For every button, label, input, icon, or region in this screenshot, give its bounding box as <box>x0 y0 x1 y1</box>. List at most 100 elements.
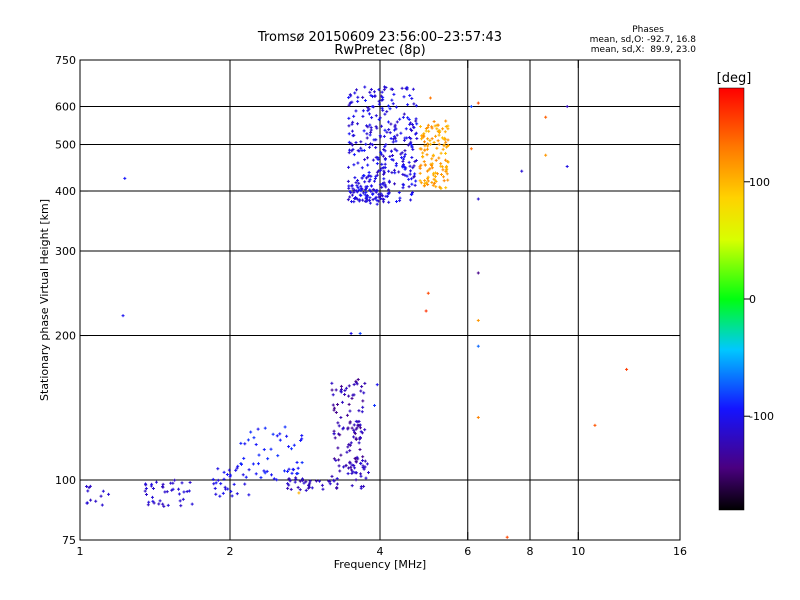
data-point <box>367 106 369 110</box>
data-point <box>399 196 401 200</box>
data-point <box>444 130 446 134</box>
data-point <box>340 387 342 391</box>
data-point <box>412 166 414 170</box>
data-point <box>434 178 436 182</box>
data-point <box>189 480 191 484</box>
data-point <box>359 423 361 427</box>
data-point <box>349 189 351 193</box>
data-point <box>441 165 443 169</box>
data-point <box>360 184 362 188</box>
data-point <box>151 482 153 486</box>
data-point <box>369 178 371 182</box>
data-point <box>353 383 355 387</box>
data-point <box>362 95 364 99</box>
data-point <box>441 136 443 140</box>
data-point <box>566 105 568 109</box>
data-point <box>289 478 291 482</box>
data-point <box>356 88 358 92</box>
data-point <box>374 179 376 183</box>
data-point <box>159 499 161 503</box>
data-point <box>350 468 352 472</box>
data-point <box>373 138 375 142</box>
data-point <box>191 502 193 506</box>
data-point <box>348 394 350 398</box>
data-point <box>403 157 405 161</box>
data-point <box>360 474 362 478</box>
data-point <box>447 178 449 182</box>
data-point <box>88 486 90 490</box>
data-point <box>428 129 430 133</box>
data-point <box>170 481 172 485</box>
data-point <box>257 427 259 431</box>
data-point <box>411 192 413 196</box>
data-point <box>337 421 339 425</box>
data-point <box>408 135 410 139</box>
data-point <box>360 189 362 193</box>
data-point <box>357 95 359 99</box>
data-point <box>383 148 385 152</box>
data-point <box>245 475 247 479</box>
data-point <box>248 468 250 472</box>
y-tick-label: 400 <box>55 185 76 198</box>
data-point <box>354 188 356 192</box>
data-point <box>404 152 406 156</box>
data-point <box>351 100 353 104</box>
data-point <box>347 445 349 449</box>
data-point <box>374 196 376 200</box>
data-point <box>301 437 303 441</box>
colorbar: [deg] 100 0 -100 <box>717 71 774 511</box>
data-point <box>381 185 383 189</box>
data-point <box>433 120 435 124</box>
data-point <box>362 455 364 459</box>
data-point <box>442 168 444 172</box>
data-point <box>413 102 415 106</box>
data-point <box>301 434 303 438</box>
data-point <box>356 382 358 386</box>
data-point <box>378 192 380 196</box>
data-point <box>370 87 372 91</box>
data-point <box>382 182 384 186</box>
data-point <box>152 499 154 503</box>
data-point <box>445 186 447 190</box>
data-point <box>477 344 479 348</box>
x-tick-label: 6 <box>464 545 471 558</box>
data-point <box>431 180 433 184</box>
data-point <box>424 144 426 148</box>
data-point <box>408 185 410 189</box>
data-point <box>369 123 371 127</box>
data-point <box>332 393 334 397</box>
data-point <box>385 185 387 189</box>
data-point <box>437 129 439 133</box>
data-point <box>412 87 414 91</box>
data-point <box>349 443 351 447</box>
data-point <box>335 410 337 414</box>
data-point <box>383 172 385 176</box>
data-point <box>425 127 427 131</box>
data-point <box>350 200 352 204</box>
data-point <box>222 491 224 495</box>
data-point <box>415 117 417 121</box>
data-point <box>357 377 359 381</box>
data-point <box>394 171 396 175</box>
data-point <box>445 169 447 173</box>
data-point <box>335 458 337 462</box>
data-point <box>102 489 104 493</box>
data-point <box>215 492 217 496</box>
data-point <box>336 477 338 481</box>
data-point <box>321 483 323 487</box>
data-point <box>382 108 384 112</box>
data-point <box>348 442 350 446</box>
data-point <box>447 127 449 131</box>
data-point <box>385 85 387 89</box>
data-point <box>419 125 421 129</box>
data-point <box>367 163 369 167</box>
data-point <box>353 200 355 204</box>
data-point <box>365 190 367 194</box>
data-point <box>411 182 413 186</box>
data-point <box>334 436 336 440</box>
data-point <box>283 469 285 473</box>
data-point <box>355 427 357 431</box>
data-point <box>430 162 432 166</box>
data-point <box>401 156 403 160</box>
data-point <box>155 480 157 484</box>
